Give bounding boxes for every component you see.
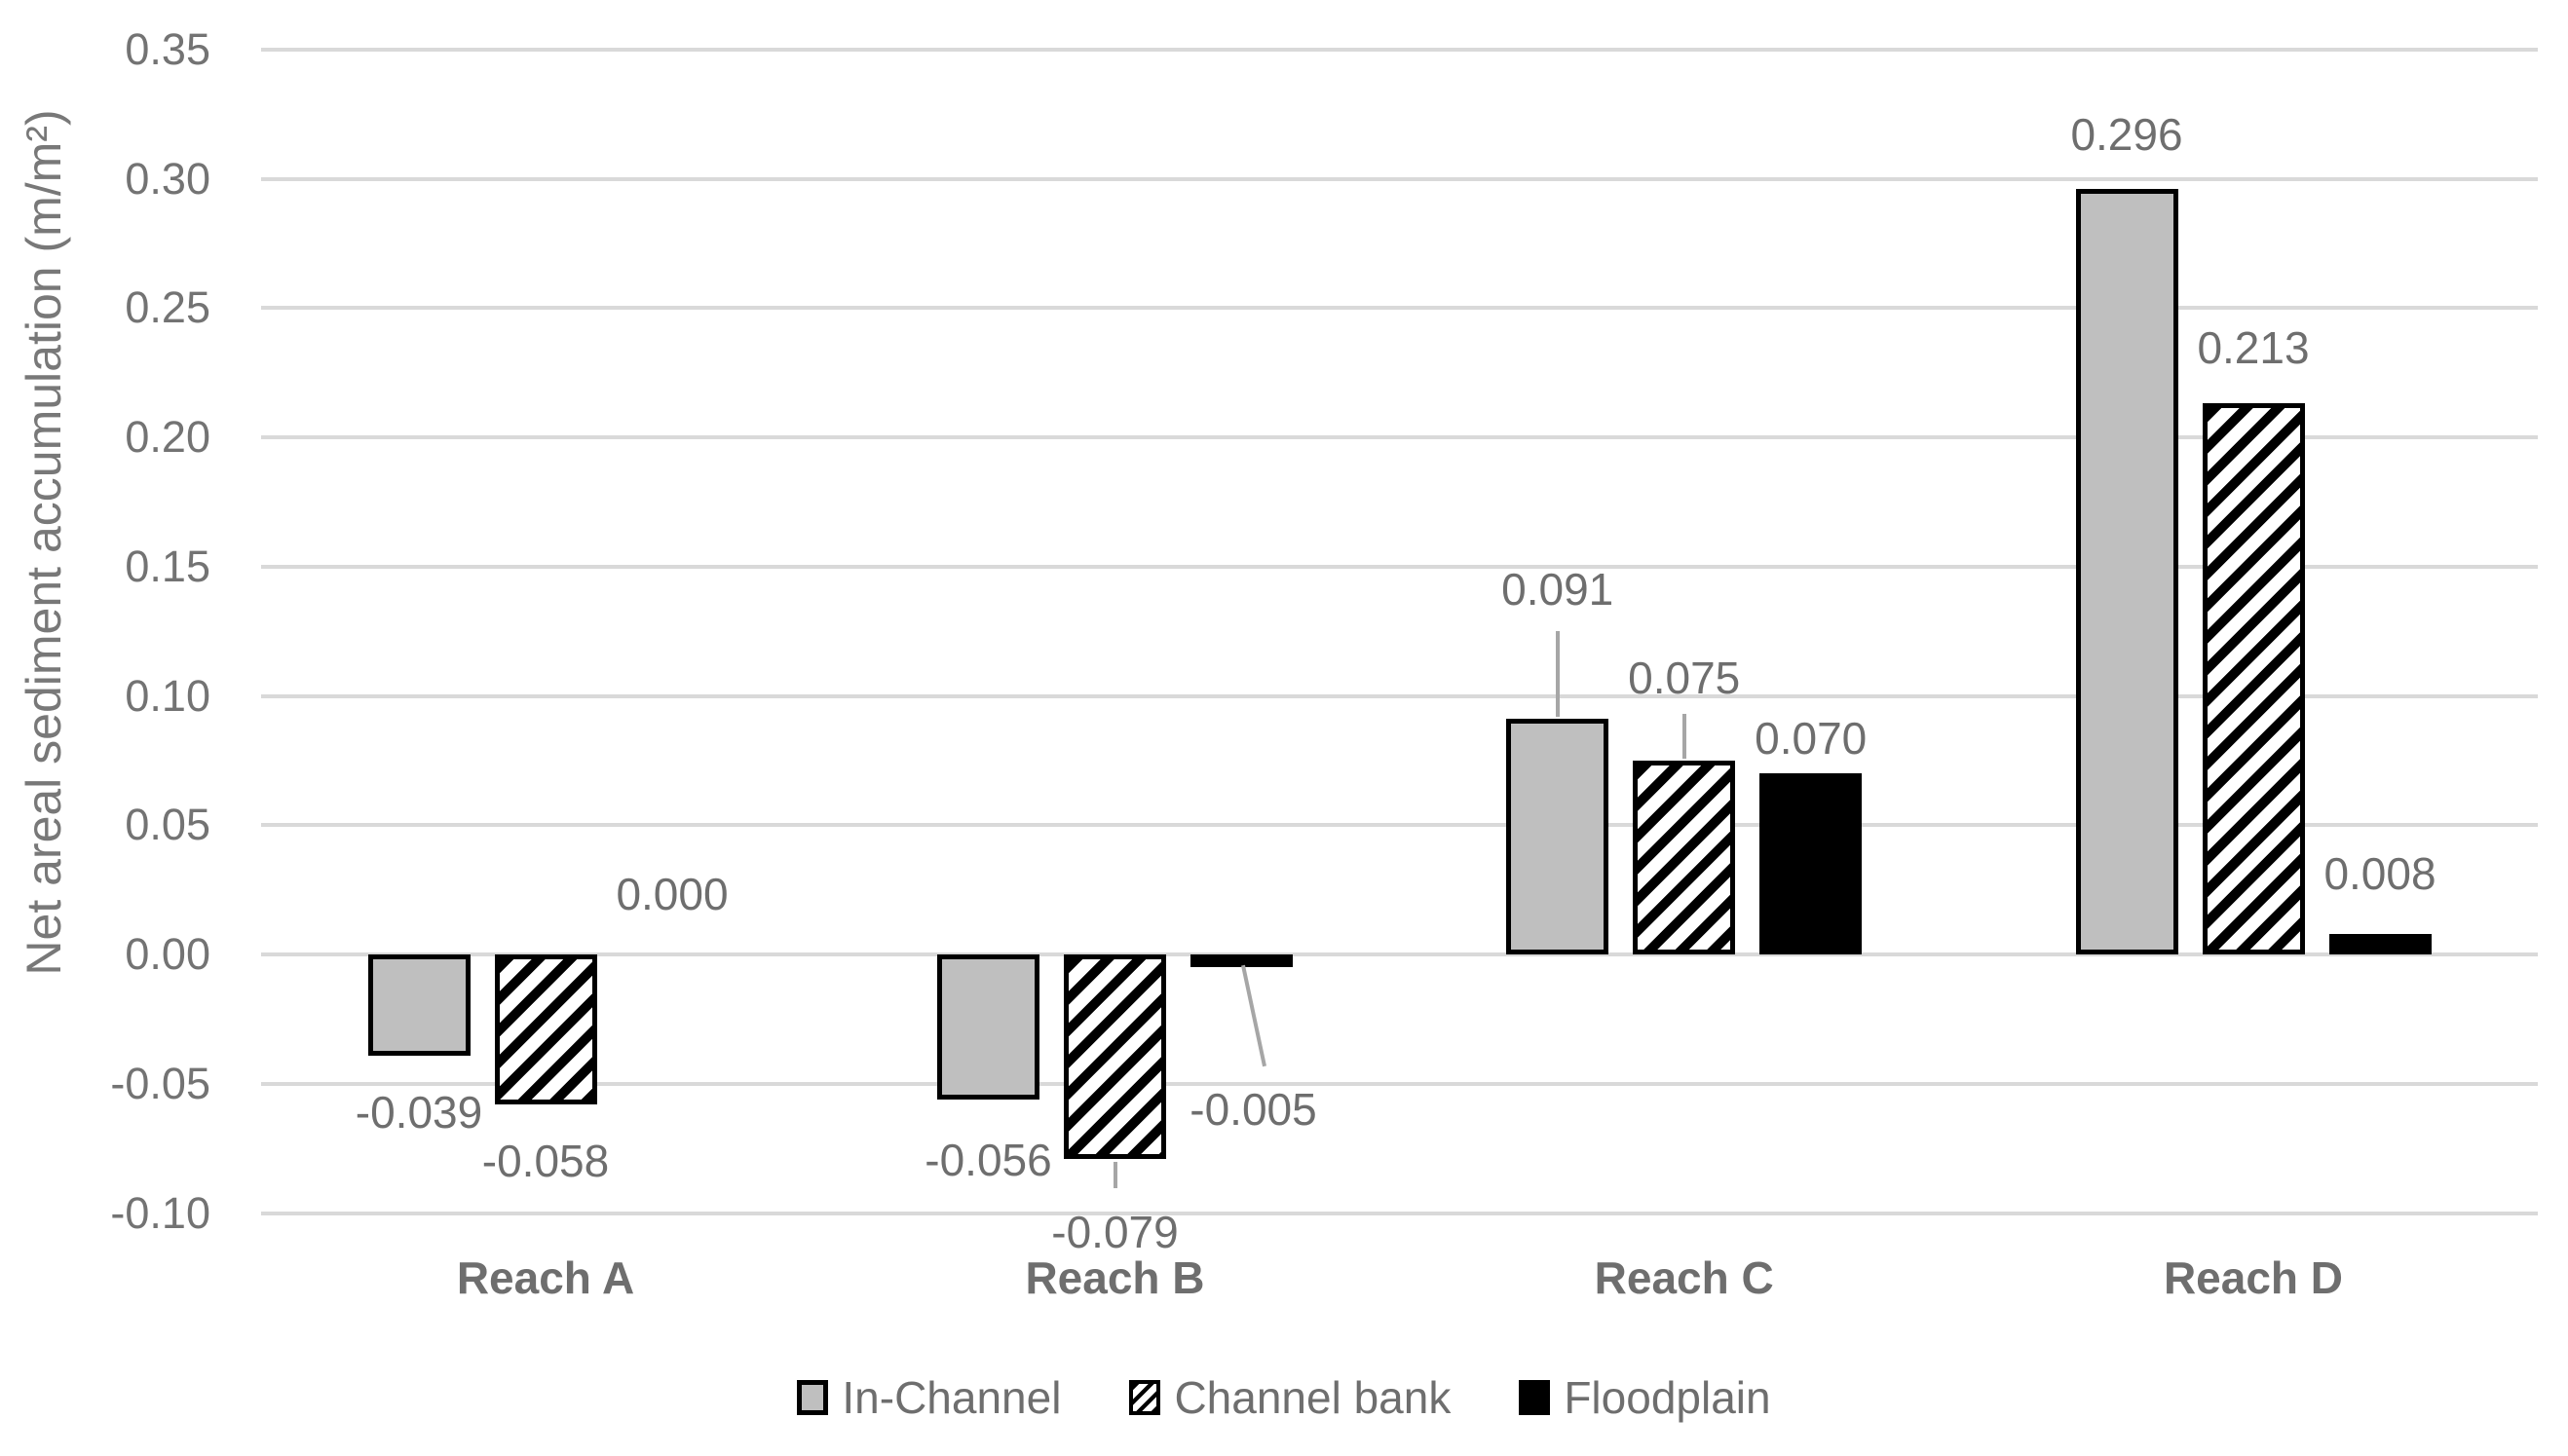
y-tick-label: 0.30 [125, 153, 210, 204]
legend-swatch-channel-bank [1129, 1380, 1161, 1415]
bar-channel-bank-reach-a [494, 954, 597, 1104]
gridline [261, 693, 2538, 698]
y-tick-label: -0.05 [110, 1058, 210, 1108]
leader-line [1113, 1161, 1117, 1188]
bar-channel-bank-reach-d [2202, 403, 2305, 954]
legend-item-channel-bank: Channel bank [1129, 1371, 1451, 1424]
y-tick-label: 0.20 [125, 412, 210, 462]
bar-in-channel-reach-d [2075, 189, 2178, 954]
leader-line [1555, 631, 1560, 718]
value-label-channel-bank-reach-c: 0.075 [1628, 652, 1741, 703]
category-label-reach-c: Reach C [1594, 1252, 1774, 1303]
legend-swatch-floodplain [1519, 1380, 1551, 1415]
legend-item-floodplain: Floodplain [1519, 1371, 1771, 1424]
leader-line [1240, 964, 1266, 1067]
bar-floodplain-reach-d [2328, 933, 2432, 954]
bar-floodplain-reach-b [1190, 954, 1293, 968]
gridline [261, 564, 2538, 569]
gridline [261, 176, 2538, 181]
category-label-reach-d: Reach D [2163, 1252, 2344, 1303]
leader-line [1681, 713, 1686, 759]
gridline [261, 952, 2538, 956]
y-tick-label: 0.10 [125, 670, 210, 721]
bar-channel-bank-reach-b [1064, 954, 1166, 1159]
category-label-reach-b: Reach B [1025, 1252, 1205, 1303]
legend-label-floodplain: Floodplain [1564, 1372, 1771, 1423]
gridline [261, 1081, 2538, 1086]
gridline [261, 823, 2538, 828]
legend: In-Channel Channel bank Floodplain [0, 1371, 2568, 1424]
value-label-in-channel-reach-a: -0.039 [355, 1086, 483, 1138]
legend-label-in-channel: In-Channel [842, 1372, 1062, 1423]
y-tick-label: -0.10 [110, 1187, 210, 1238]
gridline [261, 435, 2538, 439]
y-tick-label: 0.35 [125, 23, 210, 74]
legend-label-channel-bank: Channel bank [1174, 1372, 1452, 1423]
value-label-in-channel-reach-d: 0.296 [2070, 109, 2183, 161]
value-label-channel-bank-reach-b: -0.079 [1051, 1206, 1179, 1257]
y-tick-label: 0.15 [125, 541, 210, 591]
gridline [261, 1211, 2538, 1215]
bar-in-channel-reach-c [1506, 719, 1609, 954]
value-label-in-channel-reach-b: -0.056 [925, 1134, 1052, 1185]
bar-floodplain-reach-c [1759, 773, 1863, 954]
value-label-floodplain-reach-a: 0.000 [616, 869, 729, 919]
y-tick-label: 0.05 [125, 800, 210, 850]
bar-in-channel-reach-b [937, 954, 1039, 1100]
category-label-reach-a: Reach A [456, 1252, 635, 1303]
value-label-in-channel-reach-c: 0.091 [1501, 564, 1614, 616]
y-tick-label: 0.00 [125, 929, 210, 979]
legend-item-in-channel: In-Channel [797, 1371, 1061, 1424]
value-label-channel-bank-reach-d: 0.213 [2197, 322, 2310, 374]
y-tick-label: 0.25 [125, 282, 210, 333]
legend-swatch-in-channel [797, 1380, 829, 1415]
value-label-floodplain-reach-b: -0.005 [1190, 1084, 1317, 1135]
gridline [261, 47, 2538, 52]
bar-channel-bank-reach-c [1633, 760, 1736, 954]
value-label-floodplain-reach-d: 0.008 [2323, 847, 2436, 899]
value-label-floodplain-reach-c: 0.070 [1755, 713, 1868, 765]
bar-in-channel-reach-a [367, 954, 471, 1056]
value-label-channel-bank-reach-a: -0.058 [481, 1135, 610, 1186]
gridline [261, 306, 2538, 311]
